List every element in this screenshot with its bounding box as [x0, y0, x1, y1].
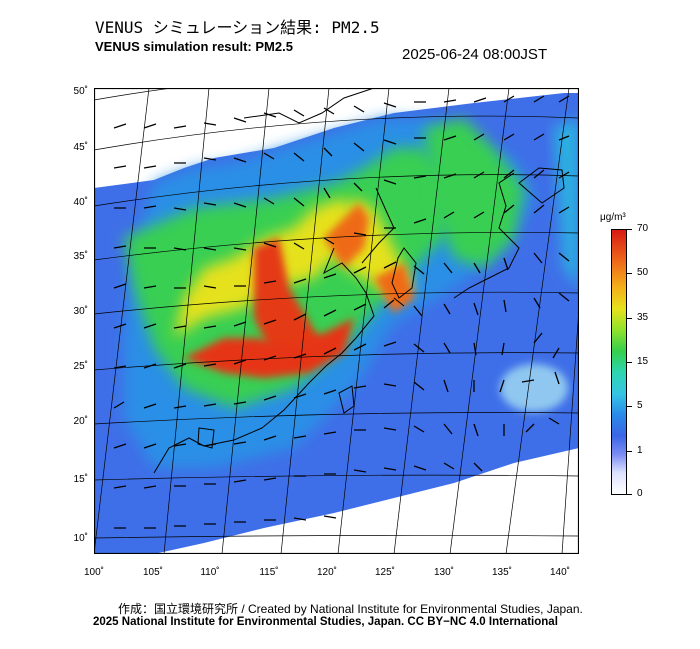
wind-vectors: [113, 95, 570, 529]
lon-label-100: 100˚: [83, 567, 104, 578]
colorbar-label-0: 0: [637, 488, 643, 499]
colorbar-label-50: 50: [637, 267, 649, 278]
map-canvas: [94, 88, 579, 554]
lon-label-110: 110˚: [200, 567, 220, 578]
lat-label-50: 50˚: [73, 86, 88, 97]
lat-label-45: 45˚: [73, 142, 88, 153]
graticule: [94, 88, 579, 554]
colorbar-tick: [627, 406, 632, 407]
colorbar-label-1: 1: [637, 445, 643, 456]
colorbar-unit: μg/m³: [600, 212, 626, 223]
lon-label-120: 120˚: [316, 567, 337, 578]
lon-label-135: 135˚: [491, 567, 512, 578]
lon-label-115: 115˚: [259, 567, 279, 578]
lon-label-140: 140˚: [549, 567, 570, 578]
lat-label-25: 25˚: [73, 361, 88, 372]
lat-label-20: 20˚: [73, 416, 88, 427]
colorbar-tick: [627, 318, 632, 319]
lat-label-10: 10˚: [73, 533, 88, 544]
title-japanese: VENUS シミュレーション結果: PM2.5: [95, 18, 380, 37]
license-text: 2025 National Institute for Environmenta…: [93, 616, 558, 628]
lon-label-130: 130˚: [433, 567, 454, 578]
colorbar-label-15: 15: [637, 356, 649, 367]
lat-label-30: 30˚: [73, 306, 88, 317]
lat-label-35: 35˚: [73, 251, 88, 262]
colorbar-label-70: 70: [637, 223, 649, 234]
pm25-map: [94, 88, 579, 554]
colorbar-tick: [627, 494, 632, 495]
coastlines: [153, 88, 565, 474]
colorbar-tick: [627, 273, 632, 274]
colorbar-tick: [627, 362, 632, 363]
colorbar: [611, 229, 627, 495]
map-frame: [94, 88, 579, 554]
lon-label-105: 105˚: [142, 567, 163, 578]
credit-text: 作成：国立環境研究所 / Created by National Institu…: [118, 602, 583, 616]
colorbar-tick: [627, 229, 632, 230]
lat-label-40: 40˚: [73, 197, 88, 208]
lat-label-15: 15˚: [73, 474, 88, 485]
forecast-timestamp: 2025-06-24 08:00JST: [402, 46, 548, 63]
colorbar-label-5: 5: [637, 400, 643, 411]
colorbar-label-35: 35: [637, 312, 649, 323]
title-english: VENUS simulation result: PM2.5: [95, 39, 293, 54]
lon-label-125: 125˚: [374, 567, 395, 578]
colorbar-tick: [627, 451, 632, 452]
